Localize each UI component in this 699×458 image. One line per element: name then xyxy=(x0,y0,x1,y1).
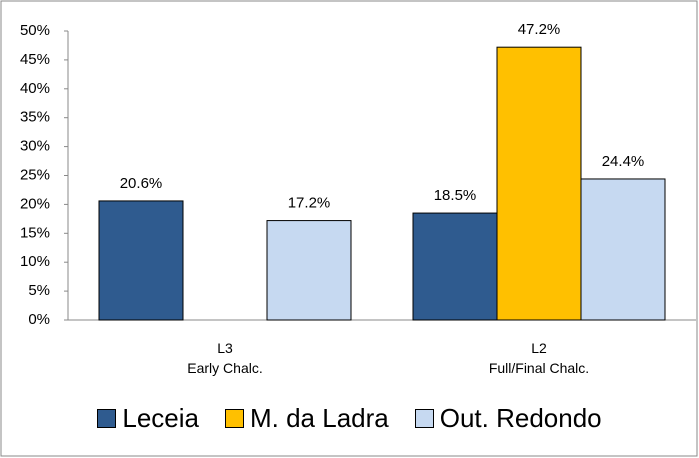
legend-swatch xyxy=(414,409,434,428)
legend-label: Out. Redondo xyxy=(439,403,602,433)
y-tick-label: 20% xyxy=(20,195,50,212)
legend-item: Out. Redondo xyxy=(414,403,602,434)
legend-item: M. da Ladra xyxy=(224,403,389,434)
y-tick-label: 0% xyxy=(28,311,50,328)
data-label: 24.4% xyxy=(602,153,645,170)
data-label: 17.2% xyxy=(288,195,331,212)
legend-label: M. da Ladra xyxy=(249,403,389,433)
y-tick-label: 30% xyxy=(20,138,50,155)
legend-label: Leceia xyxy=(122,403,199,433)
y-tick-label: 5% xyxy=(28,282,50,299)
bar xyxy=(412,212,498,321)
data-label: 18.5% xyxy=(434,187,477,204)
data-label: 20.6% xyxy=(120,175,163,192)
legend: Leceia M. da Ladra Out. Redondo xyxy=(0,403,699,434)
y-tick-label: 45% xyxy=(20,51,50,68)
x-tick-label: L2 Full/Final Chalc. xyxy=(488,340,590,376)
legend-item: Leceia xyxy=(97,403,199,434)
x-tick-label: L3 Early Chalc. xyxy=(187,340,263,376)
y-tick-label: 40% xyxy=(20,80,50,97)
data-label: 47.2% xyxy=(518,21,561,38)
y-tick-label: 25% xyxy=(20,166,50,183)
legend-swatch xyxy=(97,409,117,428)
y-tick-label: 10% xyxy=(20,253,50,270)
bar xyxy=(98,200,184,321)
bar xyxy=(496,46,582,321)
y-tick-label: 35% xyxy=(20,109,50,126)
bar xyxy=(580,178,666,321)
y-tick-label: 15% xyxy=(20,224,50,241)
bar xyxy=(266,220,352,321)
legend-swatch xyxy=(224,409,244,428)
y-tick-label: 50% xyxy=(20,22,50,39)
